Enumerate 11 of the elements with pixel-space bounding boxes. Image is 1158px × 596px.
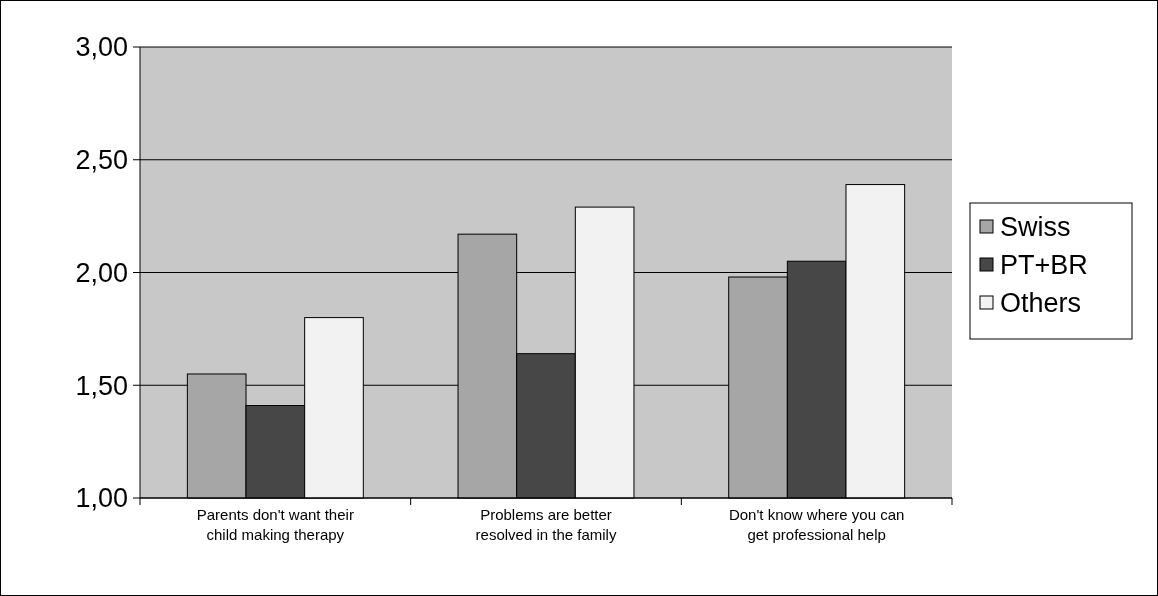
y-tick-label: 1,00 (75, 483, 128, 514)
legend-label: PT+BR (1000, 250, 1088, 281)
y-tick-label: 3,00 (75, 32, 128, 63)
x-tick-label: Don't know where you can get professional help (728, 506, 905, 543)
legend-label: Swiss (1000, 212, 1071, 243)
legend-label: Others (1000, 288, 1082, 319)
x-tick-label: Problems are better resolved in the family (475, 506, 617, 543)
y-tick-label: 2,50 (75, 145, 128, 176)
y-tick-label: 1,50 (75, 370, 128, 401)
x-tick-label: Parents don't want their child making therapy (196, 506, 354, 543)
y-tick-label: 2,00 (75, 257, 128, 288)
